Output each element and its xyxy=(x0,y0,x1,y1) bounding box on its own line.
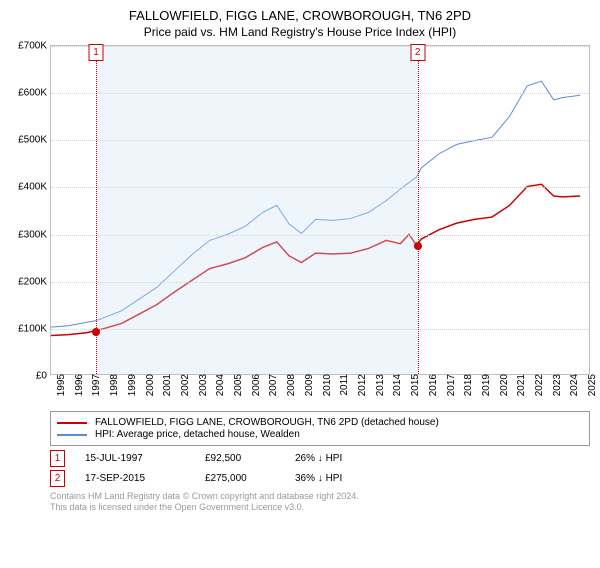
x-tick-label: 1997 xyxy=(89,374,102,396)
sale-marker-line xyxy=(418,46,419,374)
x-tick-label: 1998 xyxy=(107,374,120,396)
sale-price: £275,000 xyxy=(205,473,295,484)
sale-point xyxy=(414,242,422,250)
footer-line: This data is licensed under the Open Gov… xyxy=(50,502,590,513)
x-tick-label: 1996 xyxy=(72,374,85,396)
sale-date: 15-JUL-1997 xyxy=(85,453,205,464)
sale-date: 17-SEP-2015 xyxy=(85,473,205,484)
sale-marker-badge: 1 xyxy=(88,44,103,61)
legend-item: FALLOWFIELD, FIGG LANE, CROWBOROUGH, TN6… xyxy=(57,417,583,428)
x-tick-label: 2023 xyxy=(550,374,563,396)
sale-price: £92,500 xyxy=(205,453,295,464)
x-tick-label: 2013 xyxy=(373,374,386,396)
x-tick-label: 2025 xyxy=(585,374,598,396)
y-tick-label: £300K xyxy=(18,229,51,240)
sale-marker-line xyxy=(96,46,97,374)
x-tick-label: 2024 xyxy=(567,374,580,396)
x-tick-label: 2009 xyxy=(302,374,315,396)
x-tick-label: 2022 xyxy=(532,374,545,396)
x-tick-label: 1995 xyxy=(54,374,67,396)
legend-label: FALLOWFIELD, FIGG LANE, CROWBOROUGH, TN6… xyxy=(95,417,439,428)
chart-subtitle: Price paid vs. HM Land Registry's House … xyxy=(0,25,600,39)
sale-marker-badge: 2 xyxy=(410,44,425,61)
x-tick-label: 2018 xyxy=(461,374,474,396)
x-tick-label: 2012 xyxy=(355,374,368,396)
x-tick-label: 2020 xyxy=(497,374,510,396)
y-tick-label: £500K xyxy=(18,135,51,146)
legend-label: HPI: Average price, detached house, Weal… xyxy=(95,429,300,440)
y-tick-label: £400K xyxy=(18,182,51,193)
legend-item: HPI: Average price, detached house, Weal… xyxy=(57,429,583,440)
sale-point xyxy=(92,328,100,336)
x-tick-label: 1999 xyxy=(125,374,138,396)
sales-table: 1 15-JUL-1997£92,50026% ↓ HPI 2 17-SEP-2015… xyxy=(50,450,590,487)
shaded-period xyxy=(96,46,418,374)
x-tick-label: 2001 xyxy=(160,374,173,396)
sale-index-badge: 2 xyxy=(50,470,65,487)
legend-swatch xyxy=(57,434,87,436)
legend: FALLOWFIELD, FIGG LANE, CROWBOROUGH, TN6… xyxy=(50,411,590,446)
x-tick-label: 2014 xyxy=(390,374,403,396)
y-tick-label: £700K xyxy=(18,41,51,52)
y-tick-label: £0 xyxy=(36,371,51,382)
x-tick-label: 2002 xyxy=(178,374,191,396)
x-tick-label: 2004 xyxy=(213,374,226,396)
x-tick-label: 2017 xyxy=(444,374,457,396)
x-tick-label: 2019 xyxy=(479,374,492,396)
y-tick-label: £200K xyxy=(18,276,51,287)
sale-row: 1 15-JUL-1997£92,50026% ↓ HPI xyxy=(50,450,590,467)
x-tick-label: 2003 xyxy=(196,374,209,396)
x-tick-label: 2005 xyxy=(231,374,244,396)
x-tick-label: 2000 xyxy=(143,374,156,396)
x-tick-label: 2008 xyxy=(284,374,297,396)
sale-delta: 26% ↓ HPI xyxy=(295,453,415,464)
x-tick-label: 2016 xyxy=(426,374,439,396)
chart-title: FALLOWFIELD, FIGG LANE, CROWBOROUGH, TN6… xyxy=(0,8,600,23)
chart-area: £0£100K£200K£300K£400K£500K£600K£700K199… xyxy=(50,45,590,375)
x-tick-label: 2010 xyxy=(320,374,333,396)
legend-swatch xyxy=(57,422,87,424)
sale-row: 2 17-SEP-2015£275,00036% ↓ HPI xyxy=(50,470,590,487)
x-tick-label: 2006 xyxy=(249,374,262,396)
footer-attribution: Contains HM Land Registry data © Crown c… xyxy=(50,491,590,514)
x-tick-label: 2015 xyxy=(408,374,421,396)
y-tick-label: £600K xyxy=(18,88,51,99)
sale-delta: 36% ↓ HPI xyxy=(295,473,415,484)
y-tick-label: £100K xyxy=(18,323,51,334)
x-tick-label: 2011 xyxy=(337,374,350,396)
footer-line: Contains HM Land Registry data © Crown c… xyxy=(50,491,590,502)
x-tick-label: 2007 xyxy=(266,374,279,396)
x-tick-label: 2021 xyxy=(514,374,527,396)
sale-index-badge: 1 xyxy=(50,450,65,467)
